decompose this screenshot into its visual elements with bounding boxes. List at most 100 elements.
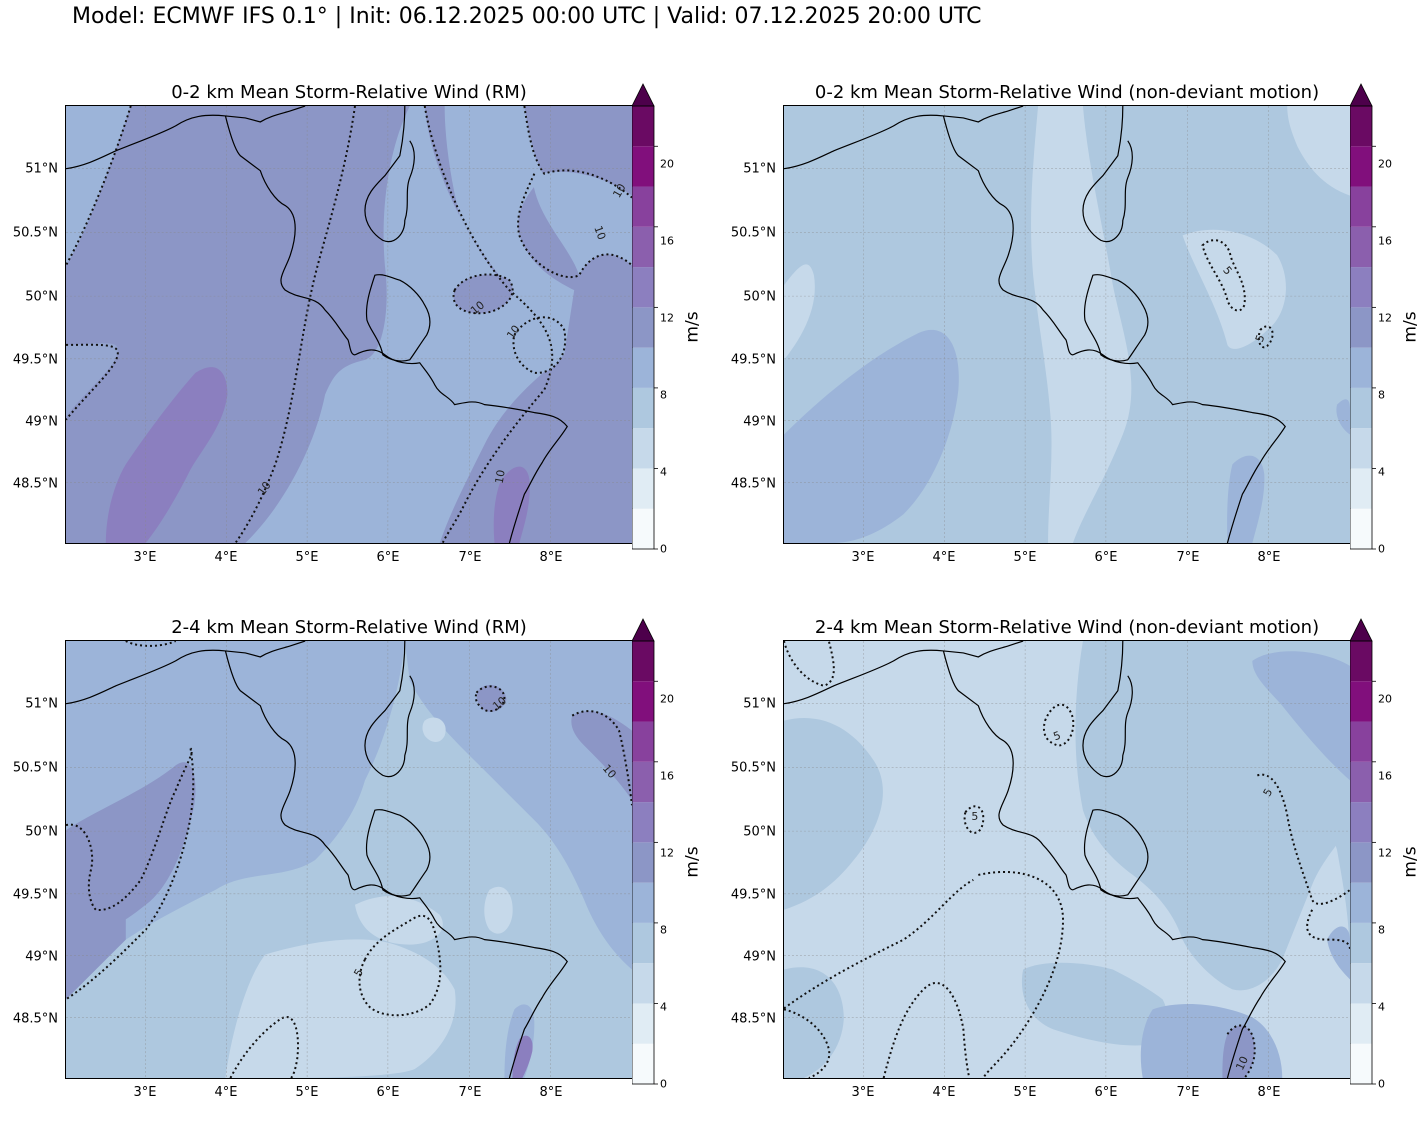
colorbar-segment xyxy=(1350,721,1372,762)
colorbar-segment xyxy=(632,1043,654,1084)
colorbar-tick: 12 xyxy=(660,311,674,325)
wind-field-map: 5 5 xyxy=(784,106,1350,543)
colorbar-tick: 8 xyxy=(660,923,667,937)
colorbar-segment xyxy=(1350,146,1372,187)
colorbar-segment xyxy=(632,307,654,348)
lat-tick: 50.5°N xyxy=(12,225,58,241)
colorbar-segment xyxy=(632,761,654,803)
map-area: 5 5 5 10 xyxy=(783,640,1351,1079)
colorbar-tick: 8 xyxy=(1378,388,1385,402)
colorbar-segment xyxy=(632,387,654,429)
colorbar-label: m/s xyxy=(682,311,703,343)
field-central-low xyxy=(1031,106,1132,543)
panel-title: 2-4 km Mean Storm-Relative Wind (RM) xyxy=(171,617,527,638)
colorbar-segment xyxy=(1350,641,1372,682)
lat-tick: 49.5°N xyxy=(12,887,58,903)
colorbar-segment xyxy=(1350,1003,1372,1044)
lat-tick: 50.5°N xyxy=(12,760,58,776)
colorbar-tick: 20 xyxy=(660,692,674,706)
lat-tick: 50.5°N xyxy=(730,225,776,241)
colorbar-tick: 12 xyxy=(1378,846,1392,860)
lon-tick: 8°E xyxy=(539,1085,563,1100)
panel-0-2km-rm: 0-2 km Mean Storm-Relative Wind (RM) 10 … xyxy=(0,82,720,602)
lat-tick: 50.5°N xyxy=(730,760,776,776)
colorbar-extend-arrow xyxy=(632,618,655,642)
colorbar-tick: 0 xyxy=(1378,542,1385,556)
colorbar-segment xyxy=(632,186,654,227)
contour-label: 10 xyxy=(591,224,608,242)
colorbar-segment xyxy=(632,721,654,762)
lat-tick: 50°N xyxy=(25,289,58,305)
lon-tick: 6°E xyxy=(1094,550,1118,565)
colorbar-segment xyxy=(632,963,654,1004)
lon-tick: 5°E xyxy=(1013,1085,1037,1100)
field-west-high xyxy=(66,762,196,940)
colorbar-segment xyxy=(632,347,654,388)
colorbar-frame xyxy=(632,640,655,1085)
lon-tick: 6°E xyxy=(1094,1085,1118,1100)
colorbar-tick: 16 xyxy=(1378,769,1392,783)
borders xyxy=(66,106,568,543)
lon-tick: 5°E xyxy=(295,1085,319,1100)
field-west-mid xyxy=(784,329,959,543)
graticule xyxy=(784,641,1350,1078)
colorbar-tick: 12 xyxy=(1378,311,1392,325)
colorbar-tick: 12 xyxy=(660,846,674,860)
colorbar-tick: 0 xyxy=(660,1077,667,1091)
colorbar-segment xyxy=(1350,508,1372,549)
colorbar-segment xyxy=(1350,428,1372,469)
colorbar xyxy=(1350,618,1376,1085)
field-central-lower xyxy=(245,106,565,543)
field-south-low xyxy=(225,939,456,1078)
colorbar-tick: 20 xyxy=(660,157,674,171)
colorbar-tick: 4 xyxy=(1378,1000,1385,1014)
colorbar-segment xyxy=(632,267,654,308)
contour-label: 5 xyxy=(971,810,978,823)
lon-tick: 4°E xyxy=(932,1085,956,1100)
colorbar-frame xyxy=(1350,640,1373,1085)
colorbar-segment xyxy=(1350,226,1372,268)
colorbar-tick: 20 xyxy=(1378,692,1392,706)
colorbar-segment xyxy=(1350,106,1372,147)
wind-field-map: 5 5 5 10 xyxy=(784,641,1350,1078)
field-east-mid xyxy=(1075,641,1350,991)
colorbar-label: m/s xyxy=(682,846,703,878)
colorbar-segment xyxy=(1350,802,1372,843)
colorbar-extend-arrow xyxy=(1350,618,1373,642)
figure-title: Model: ECMWF IFS 0.1° | Init: 06.12.2025… xyxy=(72,4,982,29)
colorbar-segment xyxy=(632,842,654,883)
lat-tick: 51°N xyxy=(743,161,776,177)
lat-tick: 49°N xyxy=(743,414,776,430)
colorbar-segment xyxy=(632,106,654,147)
lat-tick: 51°N xyxy=(25,696,58,712)
colorbar-segment xyxy=(632,468,654,509)
map-area: 10 10 5 xyxy=(65,640,633,1079)
borders xyxy=(784,641,1286,1078)
contour-label: 5 xyxy=(1253,333,1268,344)
panel-title: 0-2 km Mean Storm-Relative Wind (non-dev… xyxy=(814,82,1320,103)
graticule xyxy=(66,641,632,1078)
colorbar-frame xyxy=(1350,105,1373,550)
colorbar-segment xyxy=(1350,387,1372,429)
colorbar-tick: 4 xyxy=(1378,465,1385,479)
field-lower-west xyxy=(66,106,131,266)
lon-tick: 3°E xyxy=(851,1085,875,1100)
colorbar-tick: 8 xyxy=(1378,923,1385,937)
lat-tick: 49.5°N xyxy=(730,352,776,368)
lon-tick: 8°E xyxy=(1257,1085,1281,1100)
field-northwest-mid xyxy=(66,641,405,1000)
wind-field-map: 10 10 10 10 10 10 xyxy=(66,106,632,543)
panel-title: 0-2 km Mean Storm-Relative Wind (RM) xyxy=(171,82,527,103)
contour-label: 10 xyxy=(610,181,628,200)
colorbar-segment xyxy=(632,681,654,722)
colorbar-segment xyxy=(632,802,654,843)
colorbar-segment xyxy=(632,641,654,682)
colorbar-tick: 16 xyxy=(660,234,674,248)
colorbar-segment xyxy=(632,508,654,549)
colorbar xyxy=(632,618,658,1085)
panel-2-4km-nondeviant: 2-4 km Mean Storm-Relative Wind (non-dev… xyxy=(718,617,1428,1137)
colorbar-tick: 0 xyxy=(1378,1077,1385,1091)
colorbar-tick: 8 xyxy=(660,388,667,402)
lat-tick: 49°N xyxy=(743,949,776,965)
colorbar-segment xyxy=(632,922,654,964)
